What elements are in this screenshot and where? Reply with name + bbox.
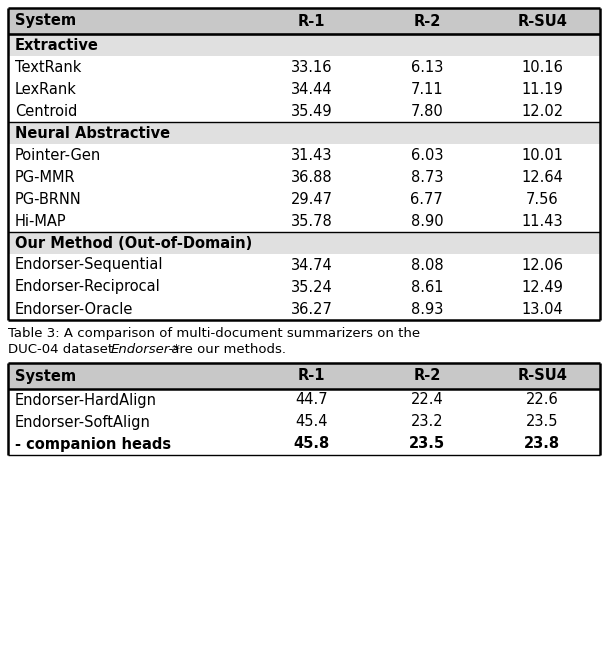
Text: 35.78: 35.78 bbox=[291, 213, 333, 228]
Text: 45.8: 45.8 bbox=[293, 436, 330, 451]
Text: Our Method (Out-of-Domain): Our Method (Out-of-Domain) bbox=[15, 235, 252, 250]
Text: 6.03: 6.03 bbox=[410, 148, 443, 162]
Text: 13.04: 13.04 bbox=[522, 301, 563, 317]
Text: PG-BRNN: PG-BRNN bbox=[15, 192, 81, 207]
Text: R-SU4: R-SU4 bbox=[517, 368, 567, 383]
Bar bbox=[8, 34, 600, 56]
Text: 7.80: 7.80 bbox=[410, 103, 443, 118]
Text: Centroid: Centroid bbox=[15, 103, 77, 118]
Text: 8.93: 8.93 bbox=[410, 301, 443, 317]
Bar bbox=[8, 8, 600, 34]
Text: 6.13: 6.13 bbox=[410, 60, 443, 75]
Text: 8.73: 8.73 bbox=[410, 169, 443, 184]
Text: 7.56: 7.56 bbox=[526, 192, 559, 207]
Text: 12.49: 12.49 bbox=[521, 279, 563, 294]
Text: 22.6: 22.6 bbox=[526, 392, 559, 407]
Text: 44.7: 44.7 bbox=[295, 392, 328, 407]
Text: 23.2: 23.2 bbox=[410, 415, 443, 430]
Text: 8.90: 8.90 bbox=[410, 213, 443, 228]
Text: Endorser-Reciprocal: Endorser-Reciprocal bbox=[15, 279, 161, 294]
Text: 12.02: 12.02 bbox=[521, 103, 564, 118]
Text: R-SU4: R-SU4 bbox=[517, 14, 567, 29]
Text: 8.08: 8.08 bbox=[410, 258, 443, 273]
Text: 45.4: 45.4 bbox=[295, 415, 328, 430]
Text: Endorser-Oracle: Endorser-Oracle bbox=[15, 301, 133, 317]
Text: R-1: R-1 bbox=[298, 368, 325, 383]
Text: 12.64: 12.64 bbox=[521, 169, 563, 184]
Text: 29.47: 29.47 bbox=[291, 192, 333, 207]
Text: 23.5: 23.5 bbox=[409, 436, 445, 451]
Text: 36.88: 36.88 bbox=[291, 169, 332, 184]
Text: 22.4: 22.4 bbox=[410, 392, 443, 407]
Text: Endorser-*: Endorser-* bbox=[111, 343, 181, 356]
Text: 34.74: 34.74 bbox=[291, 258, 333, 273]
Text: DUC-04 dataset.: DUC-04 dataset. bbox=[8, 343, 122, 356]
Text: 8.61: 8.61 bbox=[410, 279, 443, 294]
Bar bbox=[8, 122, 600, 144]
Text: 36.27: 36.27 bbox=[291, 301, 333, 317]
Text: System: System bbox=[15, 368, 76, 383]
Text: 35.49: 35.49 bbox=[291, 103, 332, 118]
Text: 6.77: 6.77 bbox=[410, 192, 443, 207]
Text: 23.8: 23.8 bbox=[524, 436, 561, 451]
Text: System: System bbox=[15, 14, 76, 29]
Text: Pointer-Gen: Pointer-Gen bbox=[15, 148, 102, 162]
Text: 31.43: 31.43 bbox=[291, 148, 332, 162]
Text: are our methods.: are our methods. bbox=[167, 343, 286, 356]
Text: Extractive: Extractive bbox=[15, 37, 99, 52]
Text: 35.24: 35.24 bbox=[291, 279, 333, 294]
Text: 10.01: 10.01 bbox=[521, 148, 563, 162]
Text: LexRank: LexRank bbox=[15, 82, 77, 97]
Bar bbox=[8, 363, 600, 389]
Text: 34.44: 34.44 bbox=[291, 82, 332, 97]
Text: 11.19: 11.19 bbox=[522, 82, 563, 97]
Text: Neural Abstractive: Neural Abstractive bbox=[15, 126, 170, 141]
Text: R-2: R-2 bbox=[413, 368, 441, 383]
Text: 23.5: 23.5 bbox=[526, 415, 559, 430]
Text: R-2: R-2 bbox=[413, 14, 441, 29]
Text: Table 3: A comparison of multi-document summarizers on the: Table 3: A comparison of multi-document … bbox=[8, 327, 420, 340]
Text: Endorser-SoftAlign: Endorser-SoftAlign bbox=[15, 415, 151, 430]
Text: TextRank: TextRank bbox=[15, 60, 81, 75]
Text: - companion heads: - companion heads bbox=[15, 436, 171, 451]
Text: Endorser-Sequential: Endorser-Sequential bbox=[15, 258, 164, 273]
Text: R-1: R-1 bbox=[298, 14, 325, 29]
Text: Endorser-HardAlign: Endorser-HardAlign bbox=[15, 392, 157, 407]
Bar bbox=[8, 232, 600, 254]
Text: 7.11: 7.11 bbox=[410, 82, 443, 97]
Text: 11.43: 11.43 bbox=[522, 213, 563, 228]
Text: Hi-MAP: Hi-MAP bbox=[15, 213, 67, 228]
Text: PG-MMR: PG-MMR bbox=[15, 169, 75, 184]
Text: 33.16: 33.16 bbox=[291, 60, 332, 75]
Text: 12.06: 12.06 bbox=[521, 258, 563, 273]
Text: 10.16: 10.16 bbox=[521, 60, 563, 75]
